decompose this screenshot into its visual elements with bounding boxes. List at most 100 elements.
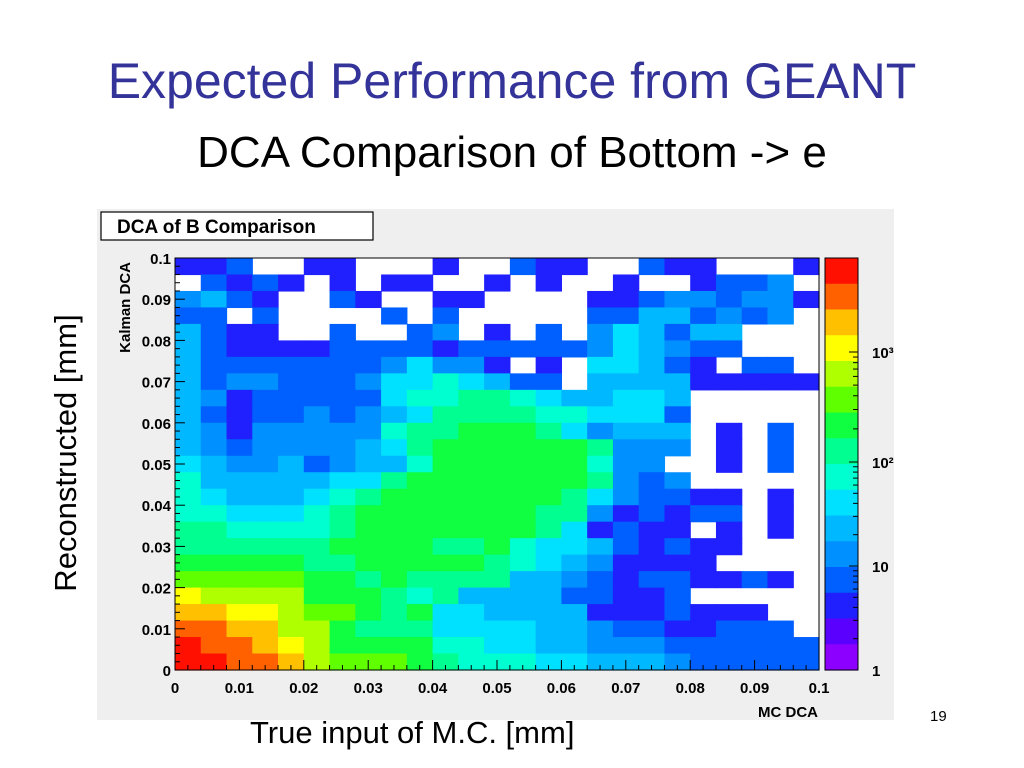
heatmap-cell	[175, 571, 202, 589]
heatmap-cell	[432, 356, 459, 374]
heatmap-cell	[535, 571, 562, 589]
heatmap-cell	[484, 356, 511, 374]
heatmap-cell	[432, 389, 459, 407]
heatmap-cell	[303, 538, 331, 556]
heatmap-cell	[458, 653, 485, 671]
heatmap-cell	[252, 587, 279, 605]
heatmap-cell	[252, 488, 279, 506]
heatmap-cell	[406, 554, 434, 572]
heatmap-cell	[432, 373, 459, 391]
heatmap-cell	[432, 258, 459, 276]
heatmap-cell	[200, 274, 228, 292]
heatmap-cell	[303, 488, 331, 506]
heatmap-cell	[484, 620, 511, 638]
heatmap-cell	[767, 307, 794, 325]
colorbar-tick-label: 1	[872, 663, 880, 680]
color-scale: 1 10 10² 10³	[824, 257, 894, 680]
heatmap-cell	[458, 620, 485, 638]
y-tick-label: 0.03	[142, 539, 171, 556]
heatmap-cell	[535, 653, 562, 671]
heatmap-cell	[175, 488, 202, 506]
heatmap-cell	[458, 505, 485, 523]
heatmap-cell	[226, 538, 253, 556]
heatmap-cell	[329, 356, 356, 374]
heatmap-cell	[509, 554, 537, 572]
heatmap-cell	[355, 554, 382, 572]
heatmap-cell	[432, 323, 459, 341]
heatmap-cell	[509, 472, 537, 490]
heatmap-cell	[329, 323, 356, 341]
heatmap-cell	[303, 505, 331, 523]
heatmap-cell	[329, 389, 356, 407]
heatmap-cell	[175, 439, 202, 457]
heatmap-cell	[175, 604, 202, 622]
heatmap-cell	[509, 587, 537, 605]
heatmap-cell	[458, 587, 485, 605]
heatmap-cell	[690, 538, 717, 556]
heatmap-cell	[200, 521, 228, 539]
heatmap-cell	[175, 620, 202, 638]
heatmap-cell	[329, 620, 356, 638]
colorbar-segment	[825, 283, 858, 311]
heatmap-cell	[432, 620, 459, 638]
heatmap-cell	[535, 340, 562, 358]
heatmap-cell	[355, 472, 382, 490]
colorbar-tick-label: 10³	[872, 345, 894, 362]
heatmap-cell	[432, 455, 459, 473]
heatmap-cell	[690, 604, 717, 622]
heatmap-cell	[381, 340, 408, 358]
x-tick-label: 0.08	[676, 680, 705, 697]
heatmap-cell	[278, 373, 305, 391]
heatmap-cell	[303, 571, 331, 589]
heatmap-cell	[612, 538, 640, 556]
heatmap-cell	[381, 587, 408, 605]
heatmap-cell	[226, 620, 253, 638]
heatmap-cell	[278, 455, 305, 473]
heatmap-cell	[587, 571, 614, 589]
heatmap-cell	[355, 571, 382, 589]
heatmap-cell	[278, 637, 305, 655]
heatmap-cell	[175, 653, 202, 671]
heatmap-cell	[484, 505, 511, 523]
heatmap-cell	[278, 604, 305, 622]
y-tick-label: 0	[163, 663, 171, 680]
heatmap-cell	[406, 505, 434, 523]
heatmap-cell	[715, 620, 743, 638]
heatmap-cell	[638, 620, 666, 638]
heatmap-cell	[715, 455, 743, 473]
page-number: 19	[930, 708, 947, 725]
heatmap-cell	[252, 373, 279, 391]
x-tick-label: 0.06	[547, 680, 576, 697]
heatmap-cell	[200, 604, 228, 622]
heatmap-cell	[690, 356, 717, 374]
heatmap-cell	[561, 406, 588, 424]
heatmap-cell	[458, 521, 485, 539]
heatmap-cell	[381, 356, 408, 374]
heatmap-cell	[612, 340, 640, 358]
heatmap-cell	[381, 422, 408, 440]
heatmap-cell	[226, 323, 253, 341]
heatmap-cell	[561, 439, 588, 457]
heatmap-cell	[690, 505, 717, 523]
colorbar-segment	[825, 618, 858, 645]
colorbar-segment	[825, 644, 858, 671]
heatmap-cell	[715, 323, 743, 341]
heatmap-cell	[638, 604, 666, 622]
heatmap-cell	[355, 505, 382, 523]
heatmap-cell	[638, 290, 666, 309]
heatmap-cell	[329, 554, 356, 572]
heatmap-cell	[690, 620, 717, 638]
heatmap-cell	[381, 571, 408, 589]
heatmap-cell	[587, 538, 614, 556]
heatmap-cell	[612, 406, 640, 424]
colorbar-segment	[825, 541, 858, 568]
heatmap-cell	[535, 406, 562, 424]
heatmap-cell	[278, 439, 305, 457]
heatmap-cell	[612, 422, 640, 440]
heatmap-cell	[612, 439, 640, 457]
heatmap-cell	[406, 274, 434, 292]
heatmap-cell	[381, 653, 408, 671]
heatmap-cell	[535, 620, 562, 638]
heatmap-cell	[587, 356, 614, 374]
heatmap-cell	[175, 340, 202, 358]
